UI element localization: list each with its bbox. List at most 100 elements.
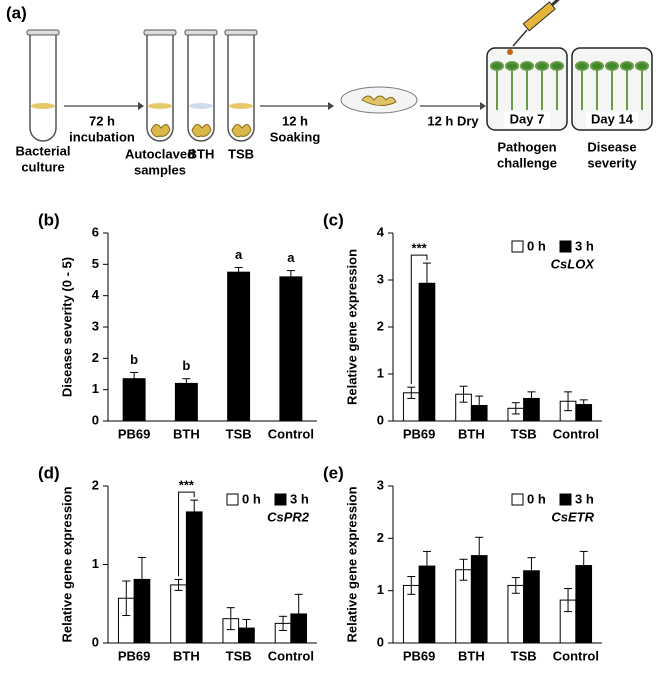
tube <box>187 34 215 142</box>
legend-swatch <box>559 240 572 253</box>
arrow-head <box>138 102 144 110</box>
legend-swatch <box>559 493 572 506</box>
y-tick-label: 2 <box>377 530 384 545</box>
y-tick-label: 1 <box>92 556 99 571</box>
y-tick-label: 4 <box>377 224 385 239</box>
label-bg <box>586 112 638 128</box>
y-axis-label: Relative gene expression <box>344 249 359 405</box>
bar <box>227 271 251 422</box>
y-tick-label: 0 <box>377 634 384 649</box>
panel-label: (e) <box>323 463 344 482</box>
y-tick-label: 6 <box>92 224 99 239</box>
y-tick-label: 2 <box>92 350 99 365</box>
legend-swatch <box>511 493 524 506</box>
tube-group <box>143 29 258 142</box>
syringe <box>507 0 560 55</box>
y-tick-label: 3 <box>92 318 99 333</box>
letter: a <box>235 247 243 262</box>
legend-label: 0 h <box>242 491 261 506</box>
diagram-text: Day 7 <box>510 111 545 126</box>
diagram-text: culture <box>21 159 64 174</box>
y-tick-label: 3 <box>377 271 384 286</box>
arrow-head <box>480 102 486 110</box>
x-tick-label: Control <box>268 648 314 663</box>
panel-label: (c) <box>323 210 344 229</box>
x-tick-label: PB69 <box>403 426 436 441</box>
significance: *** <box>412 241 428 256</box>
legend-swatch <box>511 240 524 253</box>
x-tick-label: Control <box>553 648 599 663</box>
legend-swatch <box>274 493 287 506</box>
bar <box>170 584 187 644</box>
beans <box>191 124 212 138</box>
liquid <box>229 103 253 109</box>
letter: b <box>130 352 138 367</box>
x-tick-label: PB69 <box>118 426 151 441</box>
bar <box>279 276 303 422</box>
gene-label: CsPR2 <box>267 509 310 524</box>
tube <box>227 34 255 142</box>
x-tick-label: BTH <box>173 648 200 663</box>
diagram-text: challenge <box>497 155 557 170</box>
diagram-text: Disease <box>587 139 636 154</box>
gene-label: CsETR <box>551 509 594 524</box>
beans <box>231 124 252 138</box>
letter: a <box>287 250 295 265</box>
bar <box>455 569 472 644</box>
bar <box>174 382 198 422</box>
significance-bracket <box>178 491 195 577</box>
y-tick-label: 5 <box>92 256 99 271</box>
diagram-text: severity <box>587 155 637 170</box>
bar <box>185 511 203 644</box>
tube <box>29 34 57 142</box>
seeds <box>361 95 397 106</box>
significance: *** <box>179 478 195 493</box>
y-tick-label: 1 <box>377 582 384 597</box>
y-tick-label: 0 <box>92 634 99 649</box>
y-tick-label: 1 <box>377 365 384 380</box>
panel-label: (d) <box>38 463 60 482</box>
y-tick-label: 4 <box>92 287 100 302</box>
diagram-text: Pathogen <box>497 139 556 154</box>
x-tick-label: PB69 <box>118 648 151 663</box>
legend-label: 3 h <box>575 238 594 253</box>
y-tick-label: 0 <box>92 412 99 427</box>
tube-rim <box>143 29 177 36</box>
liquid <box>148 103 172 109</box>
legend-label: 0 h <box>527 238 546 253</box>
tube-rim <box>26 29 60 36</box>
tube-rim <box>184 29 218 36</box>
y-tick-label: 2 <box>92 477 99 492</box>
label-bg <box>504 112 550 128</box>
x-tick-label: BTH <box>458 648 485 663</box>
y-tick-label: 1 <box>92 381 99 396</box>
x-tick-label: TSB <box>226 648 252 663</box>
panel-a: (a) <box>6 0 653 177</box>
liquid <box>189 103 213 109</box>
x-tick-label: PB69 <box>403 648 436 663</box>
y-tick-label: 0 <box>377 412 384 427</box>
legend-label: 0 h <box>527 491 546 506</box>
diagram-text: 12 h Dry <box>427 113 479 128</box>
y-tick-label: 2 <box>377 318 384 333</box>
legend-label: 3 h <box>290 491 309 506</box>
x-tick-label: TSB <box>226 426 252 441</box>
bar <box>507 584 525 644</box>
culture-liquid <box>31 103 55 109</box>
panel-label: (b) <box>38 210 60 229</box>
y-axis-label: Disease severity (0 - 5) <box>59 257 74 397</box>
x-tick-label: BTH <box>173 426 200 441</box>
diagram-text: samples <box>134 162 186 177</box>
tube-rim <box>224 29 258 36</box>
diagram-text: 72 h <box>89 113 115 128</box>
panel-label: (a) <box>6 3 27 22</box>
diagram-text: Bacterial <box>16 143 71 158</box>
x-tick-label: TSB <box>511 426 537 441</box>
diagram-text: BTH <box>188 146 215 161</box>
tube <box>146 34 174 142</box>
x-tick-label: BTH <box>458 426 485 441</box>
diagram-text: Soaking <box>270 129 321 144</box>
legend-swatch <box>226 493 239 506</box>
diagram-text: Day 14 <box>591 111 634 126</box>
